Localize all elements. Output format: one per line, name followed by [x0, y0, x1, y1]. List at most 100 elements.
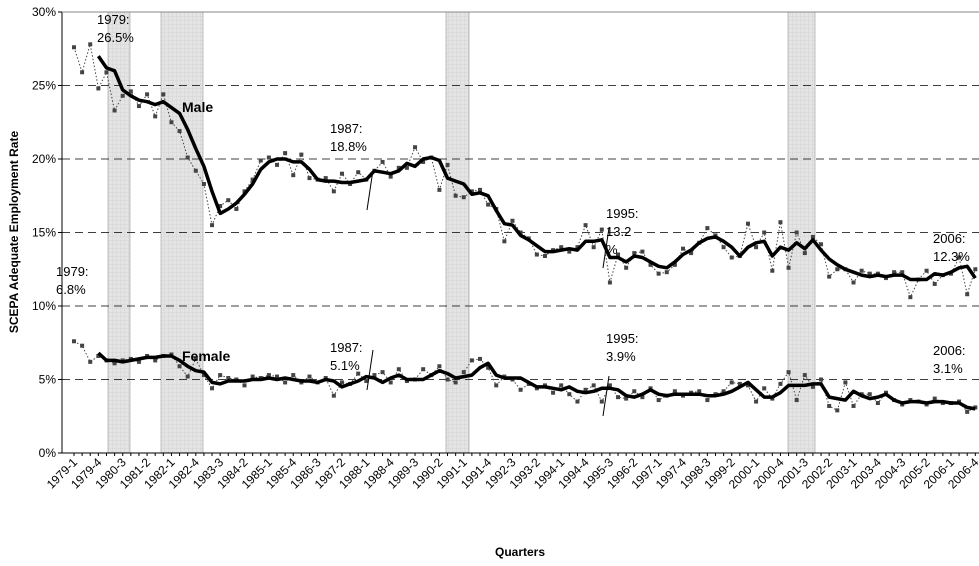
data-point — [851, 403, 856, 408]
annotation: % — [606, 242, 618, 257]
data-point — [810, 234, 815, 239]
data-point — [291, 173, 296, 178]
data-point — [72, 339, 76, 344]
data-point — [453, 193, 458, 198]
data-point — [672, 389, 677, 394]
data-point — [827, 403, 832, 408]
data-point — [518, 387, 523, 392]
data-point — [957, 255, 962, 260]
data-point — [469, 358, 474, 363]
data-point — [786, 265, 791, 270]
data-point — [153, 358, 158, 363]
data-point — [112, 361, 117, 366]
data-point — [72, 45, 76, 50]
data-point — [908, 295, 913, 300]
data-point — [445, 377, 450, 382]
data-point — [145, 92, 150, 97]
data-point — [478, 187, 482, 192]
data-point — [128, 89, 133, 94]
data-point — [291, 373, 296, 378]
data-point — [534, 252, 539, 257]
series-label: Male — [182, 99, 213, 115]
data-point — [421, 159, 426, 164]
data-point — [843, 380, 848, 385]
data-point — [835, 267, 840, 272]
y-tick-label: 15% — [32, 226, 56, 240]
data-point — [396, 367, 401, 372]
trend-line — [96, 55, 977, 282]
y-tick-label: 10% — [32, 299, 56, 313]
data-point — [502, 239, 507, 244]
data-point — [575, 245, 580, 250]
data-point — [258, 158, 263, 163]
data-point — [380, 159, 385, 164]
data-point — [404, 165, 409, 170]
annotation: 2006: — [933, 343, 966, 358]
data-point — [266, 155, 271, 160]
data-point — [461, 370, 466, 375]
data-point — [624, 396, 629, 401]
plot-area — [72, 42, 978, 414]
annotation: 2006: — [933, 231, 966, 246]
data-point — [567, 392, 572, 397]
data-point — [388, 380, 393, 385]
data-point — [794, 230, 799, 235]
y-tick-label: 30% — [32, 5, 56, 19]
data-point — [453, 380, 458, 385]
annotation: 1987: — [330, 340, 363, 355]
data-point — [754, 245, 759, 250]
data-point — [331, 189, 336, 194]
data-point — [794, 398, 799, 403]
data-point — [656, 271, 661, 276]
data-point — [640, 395, 645, 400]
data-point — [177, 364, 182, 369]
annotation: 1979: — [56, 264, 89, 279]
data-point — [575, 399, 580, 404]
data-point — [445, 162, 450, 167]
data-point — [136, 359, 141, 364]
data-point — [624, 265, 629, 270]
series-label: Female — [182, 348, 230, 364]
data-point — [965, 292, 970, 297]
data-point — [96, 86, 101, 91]
data-point — [518, 230, 523, 235]
data-point — [924, 268, 929, 273]
data-point — [616, 395, 621, 400]
data-point — [851, 280, 856, 285]
data-point — [437, 364, 442, 369]
data-point — [648, 262, 653, 267]
data-point — [664, 270, 669, 275]
data-point — [900, 270, 905, 275]
annotation: 13.2 — [606, 224, 631, 239]
data-point — [705, 398, 710, 403]
data-point — [275, 162, 279, 167]
data-point — [226, 198, 231, 203]
data-point — [632, 251, 637, 256]
data-point — [932, 396, 937, 401]
data-point — [112, 108, 117, 113]
annotation: 26.5% — [97, 30, 134, 45]
data-point — [437, 187, 442, 192]
data-point — [120, 93, 125, 98]
annotation: 3.1% — [933, 361, 963, 376]
annotation: 6.8% — [56, 282, 86, 297]
data-point — [80, 343, 85, 348]
data-point — [469, 189, 474, 194]
data-point — [494, 383, 499, 388]
data-point — [80, 70, 85, 75]
data-point — [486, 365, 491, 370]
data-point — [689, 251, 694, 256]
annotation: 1995: — [606, 206, 639, 221]
data-point — [250, 374, 255, 379]
trend-line — [97, 351, 976, 411]
data-point — [681, 246, 685, 251]
data-point — [583, 387, 588, 392]
data-point — [104, 70, 109, 75]
data-point — [729, 255, 734, 260]
annotation-marker — [366, 349, 374, 391]
data-point — [323, 176, 328, 181]
data-point — [745, 383, 750, 388]
data-point — [640, 249, 645, 254]
quarterly-line — [73, 43, 976, 298]
annotation-marker — [602, 375, 610, 417]
